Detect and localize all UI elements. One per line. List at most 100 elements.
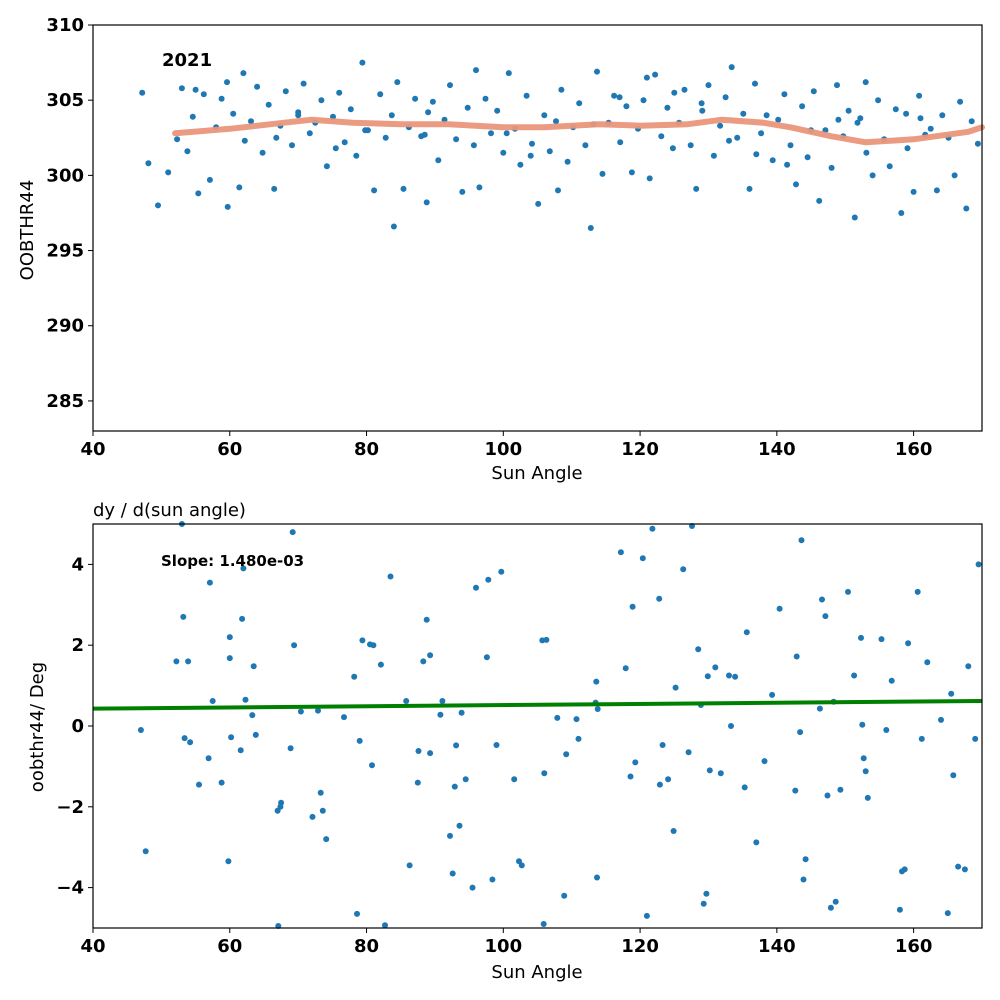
- y-tick-label: 285: [46, 391, 84, 412]
- y-tick-label: 300: [46, 165, 84, 186]
- data-point: [793, 653, 800, 660]
- data-point: [901, 866, 908, 873]
- data-point: [226, 634, 233, 641]
- data-point: [927, 125, 934, 132]
- data-point: [449, 870, 456, 877]
- data-point: [489, 876, 496, 883]
- data-point: [695, 646, 702, 653]
- data-point: [180, 613, 187, 620]
- data-point: [356, 737, 363, 744]
- data-point: [669, 145, 676, 152]
- bottom-fit-line: [92, 698, 983, 711]
- data-point: [916, 92, 923, 99]
- x-tick-label: 40: [80, 439, 105, 460]
- data-point: [792, 787, 799, 794]
- data-point: [717, 122, 724, 129]
- data-point: [485, 576, 492, 583]
- data-point: [904, 145, 911, 152]
- data-point: [200, 91, 207, 98]
- data-point: [224, 79, 230, 86]
- data-point: [643, 74, 650, 81]
- data-point: [793, 181, 799, 188]
- data-point: [854, 119, 861, 126]
- data-point: [623, 103, 630, 110]
- data-point: [425, 109, 432, 116]
- data-point: [857, 115, 864, 122]
- data-point: [917, 115, 924, 122]
- data-point: [224, 203, 231, 210]
- data-point: [712, 664, 719, 671]
- data-point: [218, 95, 225, 102]
- data-point: [864, 794, 871, 801]
- data-point: [963, 205, 970, 212]
- y-tick-label: 310: [46, 15, 84, 36]
- data-point: [173, 658, 180, 665]
- data-point: [910, 188, 917, 195]
- x-tick-label: 100: [485, 439, 523, 460]
- data-point: [517, 161, 524, 168]
- data-point: [155, 202, 161, 209]
- data-point: [835, 116, 842, 123]
- data-point: [914, 588, 921, 595]
- data-point: [732, 673, 739, 680]
- data-point: [752, 80, 758, 87]
- data-point: [187, 739, 194, 746]
- data-point: [564, 158, 571, 165]
- data-point: [948, 690, 955, 697]
- data-point: [837, 786, 844, 793]
- data-point: [142, 848, 149, 855]
- x-tick-label: 160: [895, 936, 933, 957]
- data-point: [972, 735, 979, 742]
- data-point: [400, 185, 407, 192]
- data-point: [332, 145, 339, 152]
- data-point: [740, 110, 747, 117]
- data-point: [289, 142, 295, 149]
- data-point: [858, 634, 864, 641]
- data-point: [543, 636, 550, 643]
- data-point: [769, 157, 776, 164]
- data-point: [845, 107, 852, 114]
- data-point: [639, 555, 646, 562]
- data-point: [336, 89, 343, 96]
- top-panel: 40 60 80 100 120 140 160 285 290 295 300 305 310 20…: [17, 15, 985, 484]
- data-point: [594, 874, 600, 881]
- data-point: [965, 663, 972, 670]
- data-point: [209, 698, 216, 704]
- data-point: [300, 80, 307, 87]
- data-point: [753, 151, 760, 158]
- data-point: [546, 148, 553, 155]
- data-point: [957, 98, 964, 105]
- y-tick-label: 0: [71, 716, 84, 737]
- data-point: [423, 199, 430, 206]
- data-point: [892, 106, 899, 113]
- y-tick-label: 290: [46, 316, 84, 337]
- data-point: [226, 655, 233, 662]
- data-point: [377, 91, 384, 98]
- data-point: [896, 906, 903, 913]
- data-point: [975, 561, 982, 568]
- x-tick-label: 60: [217, 439, 242, 460]
- x-tick-label: 120: [621, 439, 659, 460]
- data-point: [362, 127, 369, 134]
- data-point: [347, 106, 354, 113]
- data-point: [382, 134, 389, 141]
- data-point: [594, 68, 600, 75]
- data-point: [555, 187, 561, 194]
- x-tick-label: 60: [217, 936, 242, 957]
- data-point: [798, 537, 805, 544]
- data-point: [139, 89, 146, 96]
- data-point: [706, 767, 713, 774]
- data-point: [493, 742, 500, 748]
- data-point: [961, 866, 968, 873]
- data-point: [447, 82, 453, 89]
- data-point: [377, 661, 384, 668]
- data-point: [898, 210, 905, 216]
- data-point: [649, 525, 656, 532]
- y-tick-label: −2: [56, 797, 84, 818]
- data-point: [429, 98, 436, 105]
- top-x-axis-label: Sun Angle: [491, 463, 582, 484]
- data-point: [563, 751, 570, 758]
- data-point: [390, 223, 397, 230]
- data-point: [776, 605, 783, 612]
- data-point: [394, 79, 401, 86]
